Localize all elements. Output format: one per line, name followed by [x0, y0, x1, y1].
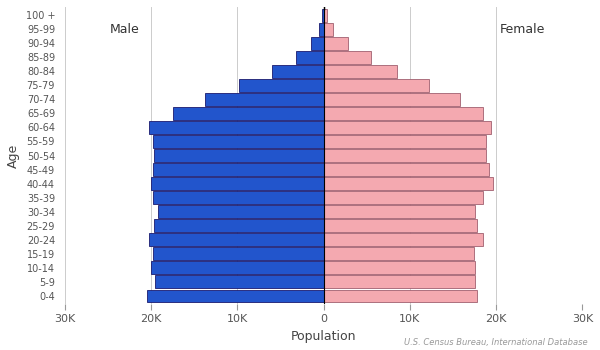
Bar — [323, 261, 475, 274]
Bar — [323, 163, 489, 176]
Bar — [323, 191, 483, 204]
Bar — [323, 121, 491, 134]
Bar — [153, 247, 323, 260]
Bar — [323, 65, 397, 78]
Bar — [323, 135, 486, 148]
Bar — [323, 177, 493, 190]
Bar — [154, 149, 323, 162]
Bar — [149, 233, 323, 246]
Bar — [323, 149, 486, 162]
Bar — [323, 205, 475, 218]
Bar — [151, 177, 323, 190]
Bar — [154, 219, 323, 232]
Bar — [155, 275, 323, 288]
Bar — [149, 121, 323, 134]
Bar — [158, 205, 323, 218]
Bar — [311, 37, 323, 50]
Bar — [323, 247, 474, 260]
Bar — [323, 289, 477, 302]
Bar — [153, 135, 323, 148]
Bar — [323, 9, 327, 21]
Bar — [323, 37, 348, 50]
Bar — [323, 93, 460, 106]
Bar — [205, 93, 323, 106]
Bar — [153, 163, 323, 176]
Bar — [323, 233, 483, 246]
Text: U.S. Census Bureau, International Database: U.S. Census Bureau, International Databa… — [404, 337, 588, 346]
Text: Male: Male — [110, 23, 140, 36]
X-axis label: Population: Population — [291, 330, 356, 343]
Bar — [319, 23, 323, 36]
Bar — [239, 79, 323, 92]
Bar — [153, 191, 323, 204]
Bar — [323, 79, 429, 92]
Bar — [146, 289, 323, 302]
Text: Female: Female — [499, 23, 545, 36]
Bar — [323, 23, 333, 36]
Bar — [151, 261, 323, 274]
Bar — [323, 275, 475, 288]
Bar — [272, 65, 323, 78]
Y-axis label: Age: Age — [7, 144, 20, 168]
Bar — [323, 219, 477, 232]
Bar — [296, 51, 323, 64]
Bar — [323, 107, 483, 120]
Bar — [322, 9, 323, 21]
Bar — [323, 51, 371, 64]
Bar — [173, 107, 323, 120]
